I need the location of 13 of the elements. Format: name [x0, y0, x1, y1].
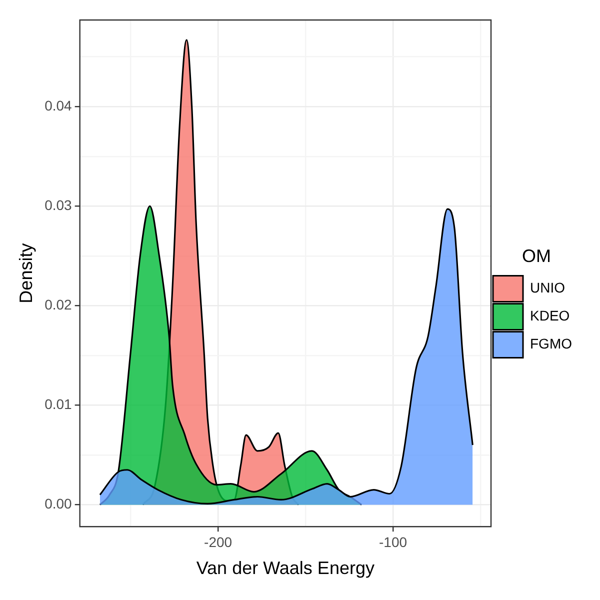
x-axis-title: Van der Waals Energy — [196, 558, 374, 578]
y-axis-title: Density — [16, 243, 36, 304]
legend-label: UNIO — [530, 280, 566, 296]
legend-title: OM — [522, 246, 552, 266]
legend-label: FGMO — [530, 336, 572, 352]
y-tick-label: 0.01 — [44, 396, 72, 412]
y-tick-label: 0.04 — [44, 97, 72, 114]
y-tick-label: 0.02 — [44, 296, 72, 313]
x-tick-label: -100 — [379, 534, 408, 550]
legend-label: KDEO — [530, 308, 570, 324]
y-tick-label: 0.03 — [44, 196, 72, 213]
x-tick-label: -200 — [204, 534, 232, 550]
y-tick-label: 0.00 — [44, 496, 72, 512]
